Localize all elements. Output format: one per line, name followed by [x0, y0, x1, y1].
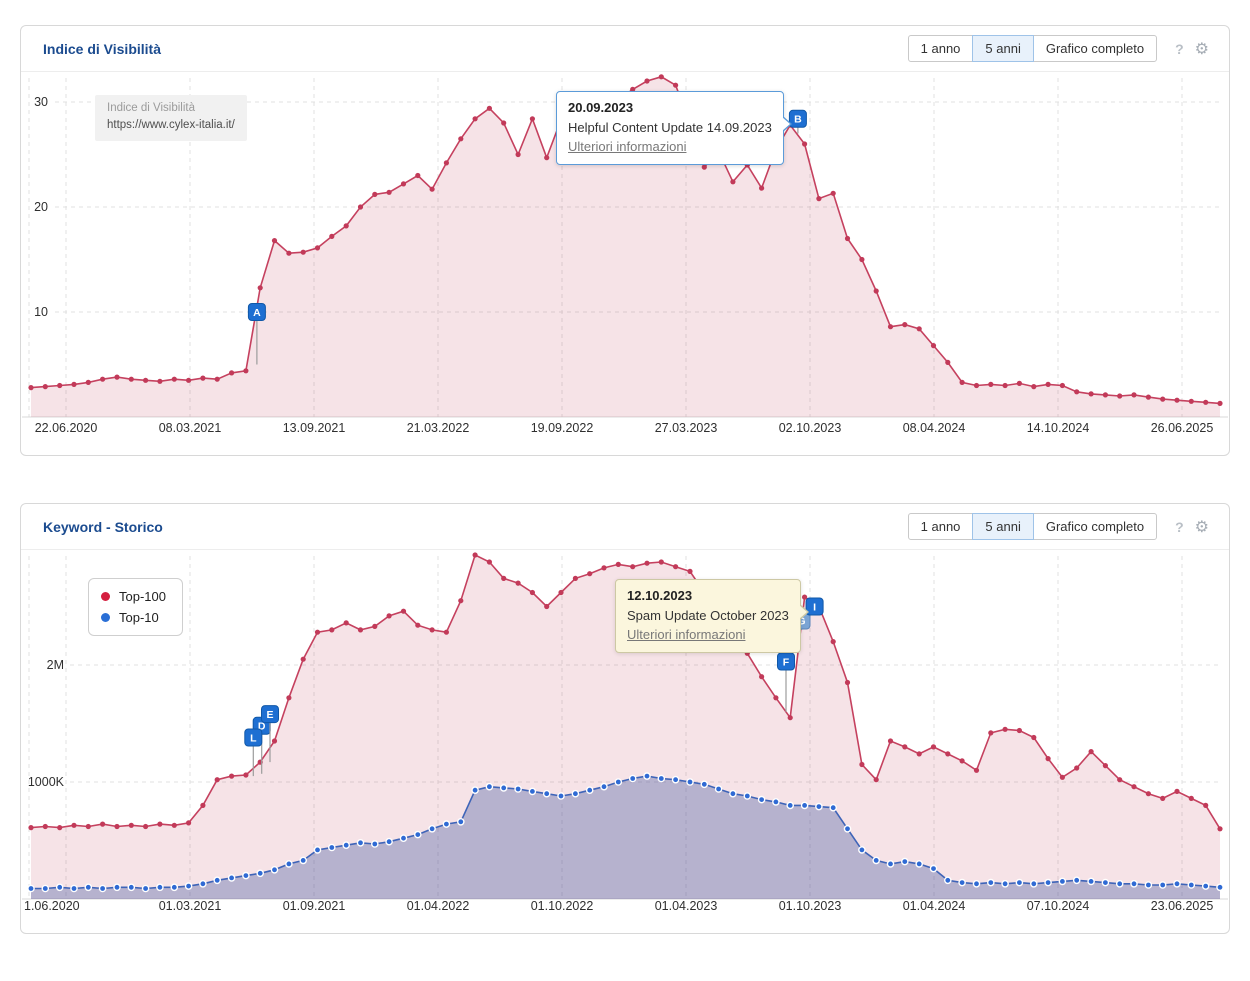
visibility-panel-header: Indice di Visibilità 1 anno 5 anni Grafi… — [21, 26, 1229, 72]
time-range-buttons: 1 anno 5 anni Grafico completo — [907, 35, 1158, 62]
button-5-anni[interactable]: 5 anni — [972, 513, 1034, 540]
tooltip-more-info-link[interactable]: Ulteriori informazioni — [568, 139, 687, 154]
update-tooltip-spam-update: 12.10.2023 Spam Update October 2023 Ulte… — [615, 579, 809, 653]
tooltip-more-info-link[interactable]: Ulteriori informazioni — [627, 627, 746, 642]
chart-marker-E — [261, 705, 279, 724]
help-icon[interactable]: ? — [1175, 518, 1184, 535]
gear-icon[interactable]: ⚙ — [1194, 518, 1209, 536]
button-grafico-completo[interactable]: Grafico completo — [1032, 513, 1158, 540]
legend-item-top100[interactable]: Top-100 — [101, 586, 166, 607]
visibility-chart[interactable]: 10 20 30 22.06.2020 08.03.2021 13.09.2021 21.0… — [22, 72, 1228, 455]
chart-marker-L — [244, 728, 263, 747]
svg-text:01.10.2022: 01.10.2022 — [531, 899, 594, 913]
svg-text:02.10.2023: 02.10.2023 — [779, 421, 842, 435]
svg-text:1.06.2020: 1.06.2020 — [24, 899, 80, 913]
svg-text:20: 20 — [34, 200, 48, 214]
svg-text:E: E — [266, 709, 273, 721]
button-1-anno[interactable]: 1 anno — [907, 35, 974, 62]
svg-text:19.09.2022: 19.09.2022 — [531, 421, 594, 435]
legend-dot-top100 — [101, 592, 110, 601]
svg-text:08.04.2024: 08.04.2024 — [903, 421, 966, 435]
svg-text:01.04.2024: 01.04.2024 — [903, 899, 966, 913]
keyword-chart-area: 1000K 2M 1.06.2020 01.03.2021 01.09.2021 01.0… — [21, 550, 1229, 933]
svg-text:G: G — [797, 615, 805, 627]
svg-text:26.06.2025: 26.06.2025 — [1151, 421, 1214, 435]
svg-text:01.04.2022: 01.04.2022 — [407, 899, 470, 913]
svg-text:21.03.2022: 21.03.2022 — [407, 421, 470, 435]
help-icon[interactable]: ? — [1175, 40, 1184, 57]
panel-title-keyword: Keyword - Storico — [43, 518, 163, 535]
svg-text:23.06.2025: 23.06.2025 — [1151, 899, 1214, 913]
svg-text:D: D — [258, 721, 266, 733]
watermark-title: Indice di Visibilità — [107, 102, 196, 114]
svg-text:08.03.2021: 08.03.2021 — [159, 421, 222, 435]
series-area-1 — [31, 776, 1220, 899]
svg-text:13.09.2021: 13.09.2021 — [283, 421, 346, 435]
svg-text:A: A — [253, 307, 261, 319]
legend-label-top10: Top-10 — [119, 610, 159, 625]
svg-text:01.03.2021: 01.03.2021 — [159, 899, 222, 913]
button-grafico-completo[interactable]: Grafico completo — [1032, 35, 1158, 62]
keyword-chart[interactable]: 1000K 2M 1.06.2020 01.03.2021 01.09.2021 01.0… — [22, 550, 1228, 933]
svg-text:10: 10 — [34, 305, 48, 319]
series-area-0 — [31, 555, 1220, 899]
keyword-controls: 1 anno 5 anni Grafico completo ? ⚙ — [907, 513, 1209, 540]
visibility-controls: 1 anno 5 anni Grafico completo ? ⚙ — [907, 35, 1209, 62]
update-tooltip-helpful-content: 20.09.2023 Helpful Content Update 14.09.… — [556, 91, 792, 165]
visibility-panel: Indice di Visibilità 1 anno 5 anni Grafi… — [20, 25, 1230, 456]
svg-text:2M: 2M — [47, 658, 64, 672]
svg-text:I: I — [813, 601, 816, 613]
keyword-history-panel: Keyword - Storico 1 anno 5 anni Grafico … — [20, 503, 1230, 934]
chart-legend: Top-100 Top-10 — [88, 578, 183, 636]
button-5-anni[interactable]: 5 anni — [972, 35, 1034, 62]
visibility-chart-area: 10 20 30 22.06.2020 08.03.2021 13.09.2021 21.0… — [21, 72, 1229, 455]
panel-title-visibility: Indice di Visibilità — [43, 40, 161, 57]
svg-text:14.10.2024: 14.10.2024 — [1027, 421, 1090, 435]
button-1-anno[interactable]: 1 anno — [907, 513, 974, 540]
svg-text:B: B — [794, 114, 802, 126]
keyword-panel-header: Keyword - Storico 1 anno 5 anni Grafico … — [21, 504, 1229, 550]
legend-dot-top10 — [101, 613, 110, 622]
svg-text:01.04.2023: 01.04.2023 — [655, 899, 718, 913]
svg-text:30: 30 — [34, 95, 48, 109]
page: Indice di Visibilità 1 anno 5 anni Grafi… — [20, 0, 1230, 934]
tooltip-text: Spam Update October 2023 — [627, 607, 789, 623]
svg-text:01.10.2023: 01.10.2023 — [779, 899, 842, 913]
chart-marker-F — [777, 652, 795, 671]
svg-text:L: L — [250, 732, 257, 744]
chart-watermark: Indice di Visibilità https://www.cylex-i… — [95, 95, 247, 141]
svg-text:1000K: 1000K — [28, 775, 65, 789]
watermark-domain: https://www.cylex-italia.it/ — [107, 119, 235, 132]
tooltip-text: Helpful Content Update 14.09.2023 — [568, 119, 772, 135]
svg-text:27.03.2023: 27.03.2023 — [655, 421, 718, 435]
legend-label-top100: Top-100 — [119, 589, 166, 604]
time-range-buttons: 1 anno 5 anni Grafico completo — [907, 513, 1158, 540]
gear-icon[interactable]: ⚙ — [1194, 40, 1209, 58]
legend-item-top10[interactable]: Top-10 — [101, 607, 166, 628]
svg-text:22.06.2020: 22.06.2020 — [35, 421, 98, 435]
svg-text:01.09.2021: 01.09.2021 — [283, 899, 346, 913]
svg-text:07.10.2024: 07.10.2024 — [1027, 899, 1090, 913]
series-area-0 — [31, 76, 1220, 418]
tooltip-date: 12.10.2023 — [627, 588, 693, 603]
chart-marker-A — [247, 303, 266, 321]
svg-text:F: F — [783, 656, 790, 668]
tooltip-date: 20.09.2023 — [568, 100, 634, 115]
